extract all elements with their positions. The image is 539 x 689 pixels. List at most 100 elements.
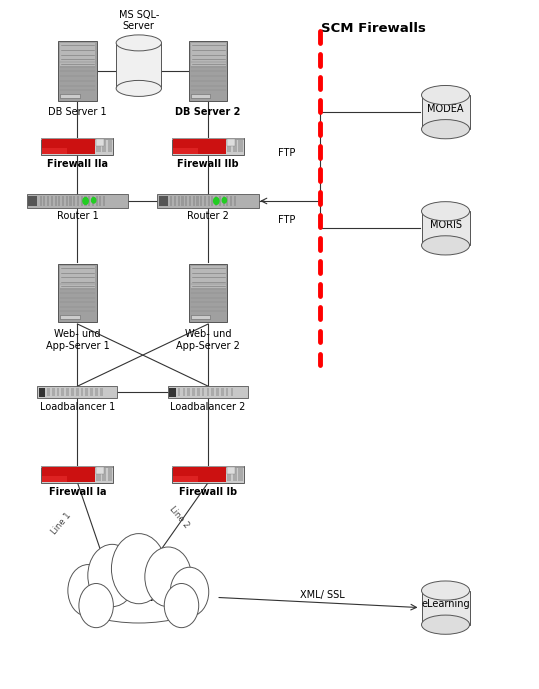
Ellipse shape bbox=[421, 120, 469, 138]
Bar bbox=[185, 196, 188, 206]
Bar bbox=[197, 388, 199, 396]
Text: Line 2: Line 2 bbox=[167, 504, 190, 529]
Ellipse shape bbox=[421, 236, 469, 255]
Bar bbox=[42, 476, 67, 482]
Bar bbox=[57, 388, 59, 396]
Bar bbox=[95, 196, 98, 206]
Bar bbox=[96, 467, 105, 473]
Bar bbox=[52, 388, 54, 396]
Bar bbox=[71, 388, 74, 396]
Bar bbox=[108, 469, 112, 480]
Bar bbox=[70, 196, 72, 206]
Bar bbox=[42, 466, 114, 482]
Bar bbox=[223, 196, 225, 206]
Bar bbox=[92, 196, 94, 206]
Bar bbox=[421, 95, 469, 130]
Bar bbox=[227, 140, 231, 152]
Bar bbox=[234, 196, 236, 206]
Bar bbox=[219, 196, 221, 206]
Bar bbox=[54, 196, 57, 206]
Bar bbox=[172, 138, 244, 154]
Text: SCM Firewalls: SCM Firewalls bbox=[321, 22, 426, 35]
Bar bbox=[172, 467, 226, 482]
Bar bbox=[61, 388, 64, 396]
Circle shape bbox=[79, 584, 113, 628]
Bar bbox=[226, 467, 235, 473]
Bar bbox=[37, 387, 118, 398]
Text: INTERNET: INTERNET bbox=[108, 591, 170, 604]
Bar bbox=[168, 387, 248, 398]
Circle shape bbox=[222, 198, 226, 203]
Bar bbox=[81, 388, 84, 396]
Bar bbox=[226, 196, 229, 206]
Bar bbox=[183, 388, 185, 396]
Bar bbox=[90, 388, 93, 396]
Bar bbox=[421, 212, 469, 245]
Bar bbox=[27, 194, 128, 208]
Bar bbox=[172, 476, 198, 482]
Text: Web- und
App-Server 2: Web- und App-Server 2 bbox=[176, 329, 240, 351]
Bar bbox=[85, 196, 87, 206]
Bar bbox=[172, 466, 244, 482]
Bar bbox=[42, 138, 114, 154]
Ellipse shape bbox=[421, 85, 469, 105]
Bar bbox=[58, 196, 60, 206]
Bar bbox=[76, 388, 79, 396]
Bar bbox=[108, 140, 112, 152]
Text: Line 1: Line 1 bbox=[50, 511, 73, 536]
Bar bbox=[102, 140, 106, 152]
Circle shape bbox=[145, 547, 191, 607]
Bar bbox=[58, 264, 96, 322]
Text: Router 2: Router 2 bbox=[187, 212, 229, 221]
Text: MORIS: MORIS bbox=[430, 220, 461, 230]
Text: MS SQL-
Server: MS SQL- Server bbox=[119, 10, 159, 32]
Text: MODEA: MODEA bbox=[427, 104, 464, 114]
Circle shape bbox=[170, 567, 209, 617]
Ellipse shape bbox=[116, 81, 162, 96]
Text: XML/ SSL: XML/ SSL bbox=[300, 590, 345, 600]
Ellipse shape bbox=[421, 581, 469, 600]
Bar bbox=[191, 315, 210, 319]
Text: FTP: FTP bbox=[279, 148, 296, 158]
Bar bbox=[73, 196, 75, 206]
Text: Firewall IIa: Firewall IIa bbox=[47, 158, 108, 169]
Bar bbox=[60, 94, 80, 98]
Bar bbox=[43, 196, 45, 206]
Bar bbox=[102, 469, 106, 480]
Bar bbox=[226, 139, 235, 145]
Text: Router 1: Router 1 bbox=[57, 212, 98, 221]
Bar bbox=[172, 138, 244, 140]
Bar bbox=[170, 196, 172, 206]
Circle shape bbox=[164, 584, 199, 628]
Ellipse shape bbox=[116, 35, 162, 51]
Circle shape bbox=[92, 198, 96, 203]
Bar bbox=[227, 469, 231, 480]
Bar bbox=[62, 196, 64, 206]
Bar bbox=[191, 43, 226, 66]
Text: Web- und
App-Server 1: Web- und App-Server 1 bbox=[46, 329, 109, 351]
Bar bbox=[182, 196, 184, 206]
Bar bbox=[88, 196, 90, 206]
Bar bbox=[178, 388, 181, 396]
Text: Loadbalancer 1: Loadbalancer 1 bbox=[40, 402, 115, 412]
Bar bbox=[66, 388, 69, 396]
Circle shape bbox=[68, 564, 108, 617]
Bar bbox=[189, 41, 227, 101]
Bar bbox=[189, 196, 191, 206]
Bar bbox=[233, 140, 237, 152]
Bar bbox=[77, 196, 79, 206]
Bar bbox=[28, 196, 37, 207]
Ellipse shape bbox=[80, 586, 197, 623]
Text: DB Server 2: DB Server 2 bbox=[176, 107, 241, 116]
Bar bbox=[174, 196, 176, 206]
Circle shape bbox=[83, 198, 88, 205]
Bar bbox=[116, 43, 162, 88]
Bar bbox=[238, 140, 243, 152]
Text: Loadbalancer 2: Loadbalancer 2 bbox=[170, 402, 246, 412]
Text: DB Server 1: DB Server 1 bbox=[48, 107, 107, 116]
Bar bbox=[39, 196, 42, 206]
Bar bbox=[95, 388, 98, 396]
Text: Firewall Ia: Firewall Ia bbox=[49, 486, 106, 497]
Bar bbox=[172, 148, 198, 154]
Bar bbox=[42, 138, 95, 154]
